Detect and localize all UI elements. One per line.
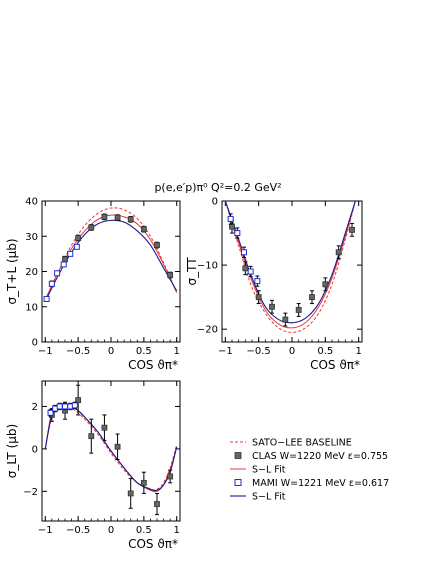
y-tick-label: 40: [25, 197, 38, 208]
data-point-clas: [269, 303, 275, 310]
legend-label: CLAS W=1220 MeV ε=0.755: [252, 451, 388, 462]
legend-label: MAMI W=1221 MeV ε=0.617: [252, 478, 389, 489]
series-line-sato: [44, 405, 178, 491]
data-point-clas: [114, 443, 121, 450]
data-point-clas: [229, 223, 235, 230]
data-point-clas: [75, 397, 82, 403]
data-point-clas: [88, 433, 95, 440]
x-axis-label: COS ϑπ*: [128, 358, 178, 372]
data-point-clas: [88, 224, 95, 231]
data-point-mami: [67, 250, 74, 257]
x-axis-label: COS ϑπ*: [128, 537, 178, 551]
curves: [44, 207, 178, 302]
legend-entry-mami: MAMI W=1221 MeV ε=0.617: [234, 478, 389, 489]
data-point-mami: [247, 268, 254, 275]
data-point-mami: [71, 402, 78, 409]
data-point-clas: [140, 479, 147, 486]
figure-title: p(e,e′p)π⁰ Q²=0.2 GeV²: [154, 181, 281, 194]
panel-tt: −1 −0.5 0 0.5 1 0 −10 −20 COS ϑπ* σ_TT: [185, 197, 363, 372]
data-point-mami: [60, 261, 67, 268]
legend-entry-sato: SATO−LEE BASELINE: [230, 438, 352, 449]
x-tick-label: 0: [108, 346, 114, 357]
y-axis-label: σ_LT (μb): [5, 424, 19, 478]
x-tick-label: 0.5: [136, 346, 152, 357]
x-tick-label: 0.5: [317, 346, 333, 357]
y-tick-label: −10: [197, 261, 218, 272]
y-tick-label: 30: [25, 232, 38, 243]
x-tick-label: 0.5: [136, 525, 152, 536]
y-tick-label: 2: [32, 402, 38, 413]
data-point-mami: [48, 280, 55, 287]
data-point-clas: [127, 216, 134, 223]
y-tick-label: −2: [23, 487, 38, 498]
x-tick-label: 1: [174, 525, 180, 536]
data-point-mami: [234, 230, 241, 237]
x-tick-label: −1: [38, 525, 53, 536]
data-point-mami: [47, 409, 54, 416]
data-point-clas: [335, 249, 342, 256]
data-point-mami: [62, 403, 68, 410]
y-tick-label: 10: [25, 302, 38, 313]
y-tick-label: 0: [32, 444, 38, 455]
data-point-clas: [295, 307, 302, 313]
data-point-clas: [127, 490, 134, 497]
axis-frame: [221, 200, 363, 343]
data-point-clas: [101, 424, 108, 431]
axis-frame: [41, 200, 181, 343]
x-tick-label: 1: [355, 346, 361, 357]
legend-entry-clasfit: S−L Fit: [230, 465, 286, 476]
data-point-clas: [309, 294, 315, 301]
legend: SATO−LEE BASELINE CLAS W=1220 MeV ε=0.755…: [230, 438, 389, 503]
legend-swatch: [234, 479, 242, 486]
data-point-clas: [282, 316, 289, 323]
data-point-clas: [101, 213, 108, 220]
legend-label: S−L Fit: [252, 492, 286, 503]
data-point-mami: [73, 243, 80, 250]
data-point-mami: [43, 295, 50, 302]
x-tick-label: −0.5: [247, 346, 271, 357]
data-point-mami: [254, 278, 261, 285]
data-point-mami: [56, 403, 63, 410]
x-tick-label: −0.5: [66, 346, 90, 357]
y-tick-label: 0: [32, 338, 38, 349]
y-tick-label: 20: [25, 267, 38, 278]
data-point-mami: [227, 215, 234, 222]
y-axis-label: σ_TT: [185, 257, 199, 286]
series-line-sato: [224, 201, 356, 333]
x-tick-label: −1: [218, 346, 233, 357]
data-point-clas: [242, 265, 249, 272]
data-point-clas: [167, 473, 174, 480]
legend-swatch: [234, 452, 242, 459]
data-point-mami: [54, 270, 61, 277]
x-axis-label: COS ϑπ*: [310, 358, 360, 372]
y-axis-label: σ_T+L (μb): [5, 238, 19, 304]
data-point-mami: [241, 249, 247, 256]
data-point-clas: [349, 226, 355, 233]
x-tick-label: 1: [174, 346, 180, 357]
data-point-clas: [114, 214, 121, 221]
legend-label: SATO−LEE BASELINE: [252, 438, 352, 449]
series-line-sato: [44, 207, 178, 300]
data-point-clas: [154, 242, 160, 248]
data-point-clas: [62, 256, 68, 263]
data-point-clas: [167, 272, 174, 278]
x-tick-label: −0.5: [66, 525, 90, 536]
y-tick-label: 0: [212, 197, 218, 208]
data-point-clas: [75, 235, 82, 241]
data-point-clas: [140, 226, 147, 233]
data-point-clas: [255, 294, 262, 301]
x-tick-label: −1: [38, 346, 53, 357]
legend-label: S−L Fit: [252, 465, 286, 476]
x-tick-label: 0: [289, 346, 295, 357]
y-tick-label: −20: [197, 325, 218, 336]
data-point-clas: [154, 501, 160, 507]
x-tick-label: 0: [108, 525, 114, 536]
panel-lt: −1 −0.5 0 0.5 1 2 0 −2 COS ϑπ* σ_LT (μb): [5, 380, 181, 551]
legend-entry-clas: CLAS W=1220 MeV ε=0.755: [234, 451, 388, 462]
data-point-clas: [322, 281, 329, 288]
legend-entry-mamifit: S−L Fit: [230, 492, 286, 503]
